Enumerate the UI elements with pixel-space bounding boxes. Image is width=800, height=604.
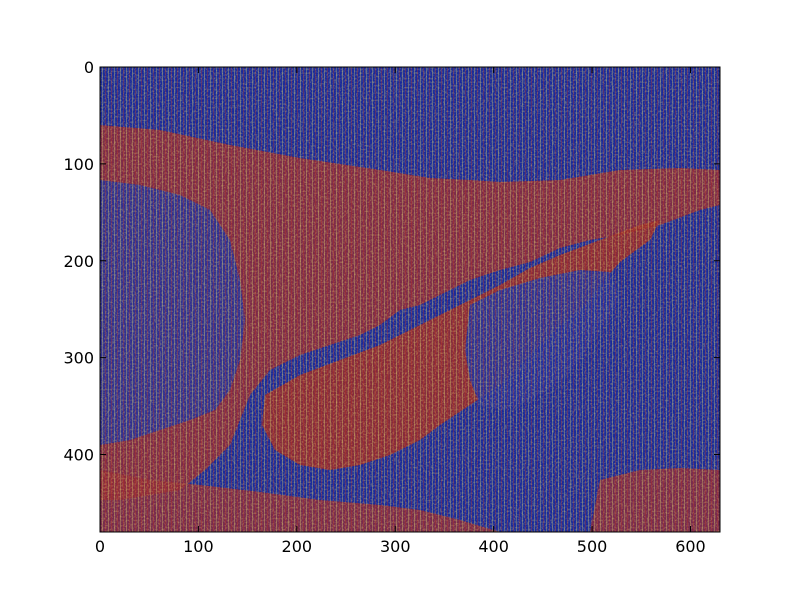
x-tick-label: 0 [95,537,105,556]
x-tick-label: 100 [183,537,214,556]
y-tick-label: 300 [63,349,94,368]
x-tick-label: 500 [577,537,608,556]
x-tick-label: 400 [478,537,509,556]
y-tick-label: 200 [63,252,94,271]
y-tick-label: 0 [84,58,94,77]
y-tick-label: 400 [63,446,94,465]
texture-noise-cyan [100,67,720,532]
x-tick-label: 600 [675,537,706,556]
x-tick-label: 300 [380,537,411,556]
plot-frame [99,66,721,533]
y-axis-ticks: 0 100 200 300 400 [63,58,720,465]
x-tick-label: 200 [282,537,313,556]
x-axis-ticks: 0 100 200 300 400 500 600 [95,67,706,556]
y-tick-label: 100 [63,155,94,174]
image-layer [100,67,720,532]
